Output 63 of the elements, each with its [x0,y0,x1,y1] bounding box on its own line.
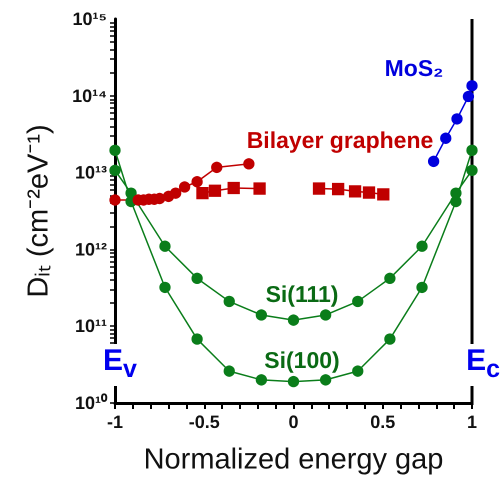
x-tick-label: 1 [466,412,478,432]
point [191,176,203,188]
point [178,181,190,193]
point [159,282,171,294]
y-tick-label: 10¹⁵ [72,9,107,29]
point [159,240,171,252]
point [466,164,478,176]
y-tick-label: 10¹⁴ [72,86,107,106]
point [462,90,474,102]
point [211,162,222,174]
x-tick-label: 0.5 [370,412,396,432]
y-tick-label: 10¹² [74,239,107,260]
point [416,282,428,294]
point [440,132,452,144]
point [224,296,235,308]
annotation: E$_{v}$ [102,344,138,386]
x-tick-label: 0 [288,412,299,432]
point [109,164,121,176]
point [384,272,396,284]
point [109,194,121,206]
point [170,188,182,199]
series-label: Si(111) [266,281,338,307]
y-axis-title: Dᵢₜ (cm⁻²eV⁻¹) [22,124,54,298]
point [352,296,364,308]
point [312,182,326,195]
point [466,80,478,92]
point [288,376,300,388]
point [256,309,268,321]
point [428,156,440,168]
series-label: MoS₂ [384,55,444,81]
point [191,272,203,284]
y-tick-label: 10¹³ [74,162,107,183]
point [243,158,255,170]
point [377,188,390,201]
y-tick-label: 10¹⁰ [74,393,108,413]
point [384,333,396,345]
point [451,113,463,125]
x-axis-title: Normalized energy gap [144,444,444,476]
point [348,185,362,198]
point [332,182,344,196]
point [191,333,203,345]
series-label: Bilayer graphene [246,127,434,153]
point [228,182,240,194]
point [450,188,462,199]
point [352,365,364,377]
point [320,309,332,321]
point [253,182,266,195]
point [362,186,376,199]
point [125,188,137,199]
point [320,374,332,386]
x-tick-label: -0.5 [188,412,220,432]
point [109,144,121,156]
point [466,144,478,156]
series-label: Si(100) [264,347,340,373]
y-tick-label: 10¹¹ [74,316,107,336]
point [288,314,300,326]
point [208,184,222,197]
annotation: E$_{c}$ [465,344,501,386]
x-tick-label: -1 [106,412,124,432]
point [196,187,209,200]
point [224,365,235,377]
point [256,374,268,386]
point [416,240,428,252]
